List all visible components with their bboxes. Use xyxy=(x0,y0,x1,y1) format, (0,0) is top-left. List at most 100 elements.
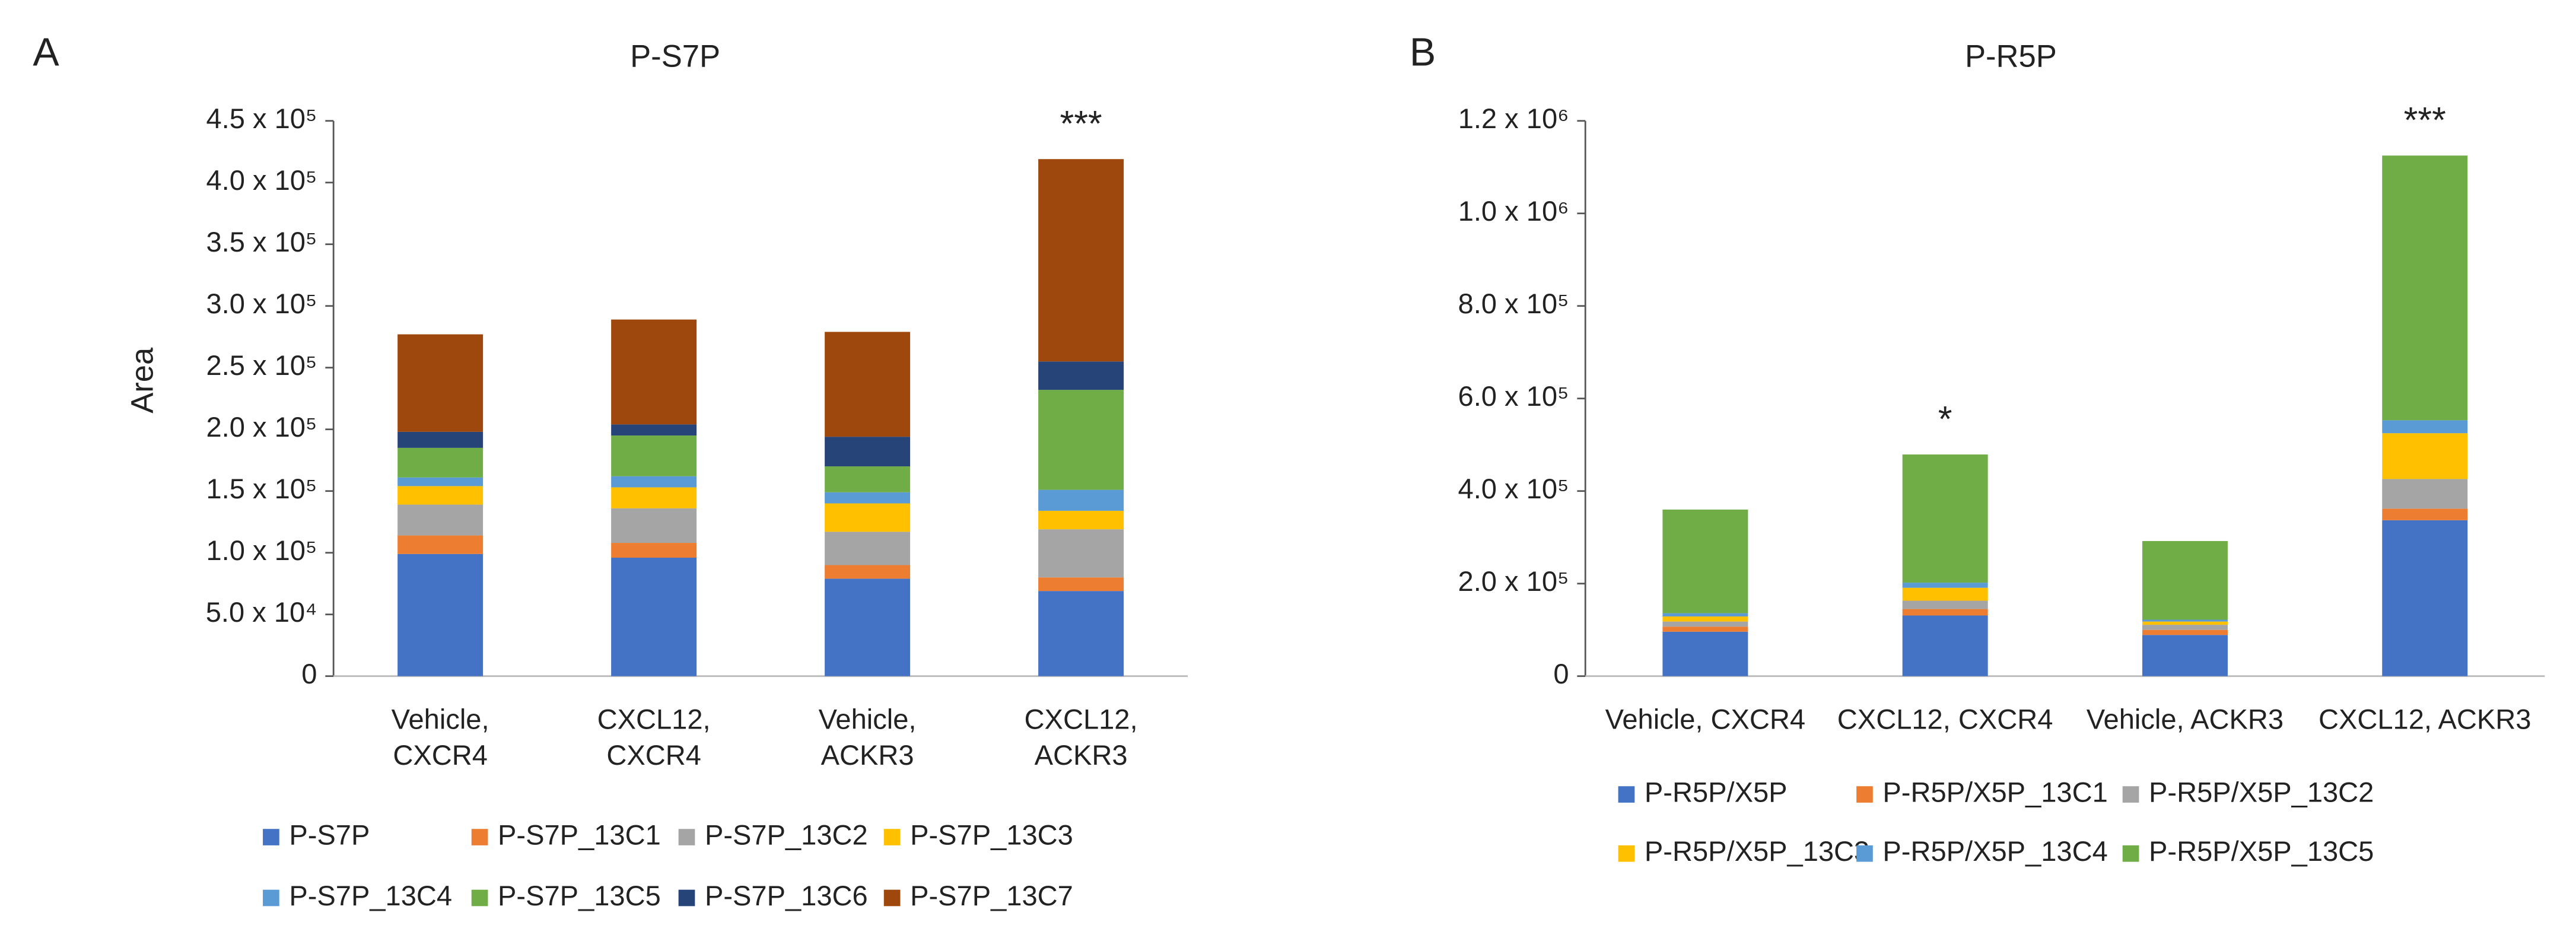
y-tick-label: 4.0 x 10⁵ xyxy=(1458,473,1569,504)
y-tick-label: 2.0 x 10⁵ xyxy=(206,411,317,443)
legend-label: P-S7P_13C7 xyxy=(910,880,1073,911)
bar-segment xyxy=(1662,613,1748,617)
legend-swatch xyxy=(1618,845,1635,862)
bar-segment xyxy=(2142,621,2228,625)
chart-title: P-R5P xyxy=(1965,39,2057,74)
bar-segment xyxy=(2382,520,2468,676)
bar-segment xyxy=(397,447,484,478)
legend-label: P-R5P/X5P_13C5 xyxy=(2149,835,2374,867)
legend-swatch xyxy=(1856,786,1873,803)
bar-segment xyxy=(1038,489,1124,511)
bar-segment xyxy=(1902,615,1988,676)
bar-segment xyxy=(1038,361,1124,390)
bar-segment xyxy=(611,487,697,508)
y-tick-label: 6.0 x 10⁵ xyxy=(1458,380,1569,412)
legend-swatch xyxy=(263,889,279,907)
bar-segment xyxy=(825,565,911,579)
bar-segment xyxy=(397,477,484,486)
legend-label: P-S7P_13C3 xyxy=(910,819,1073,850)
x-tick-label: CXCL12, CXCR4 xyxy=(597,704,711,772)
bar-segment xyxy=(611,476,697,488)
legend-swatch xyxy=(471,889,488,907)
x-tick-label-box: Vehicle, CXCR4 xyxy=(1605,704,1806,736)
bar-segment xyxy=(1038,390,1124,490)
y-tick-label: 3.5 x 10⁵ xyxy=(206,226,317,257)
y-tick-label: 0 xyxy=(1553,658,1569,689)
bar-segment xyxy=(1038,510,1124,530)
bar-segment xyxy=(1038,591,1124,676)
bar-segment xyxy=(1662,621,1748,627)
bar-segment xyxy=(1038,159,1124,362)
bar-segment xyxy=(2142,540,2228,620)
bar-segment xyxy=(1662,509,1748,613)
legend-label: P-R5P/X5P_13C1 xyxy=(1882,776,2107,807)
x-tick-label: Vehicle, CXCR4 xyxy=(1605,704,1806,736)
legend-swatch xyxy=(678,829,695,845)
bar-segment xyxy=(825,503,911,532)
legend-swatch xyxy=(1618,786,1635,803)
bar-segment xyxy=(611,543,697,558)
legend-swatch xyxy=(883,889,901,907)
bar-segment xyxy=(397,535,484,554)
panel-label: B xyxy=(1410,30,1436,74)
bar-segment xyxy=(1902,583,1988,588)
legend-label: P-R5P/X5P_13C2 xyxy=(2149,776,2374,807)
bar-segment xyxy=(2382,508,2468,520)
bar-segment xyxy=(1902,587,1988,601)
x-tick-label-box: Vehicle, CXCR4 xyxy=(391,704,489,772)
bar-segment xyxy=(1662,631,1748,676)
y-tick-label: 2.5 x 10⁵ xyxy=(206,349,317,381)
bar-segment xyxy=(1662,616,1748,622)
x-tick-label-box: CXCL12, ACKR3 xyxy=(1024,704,1138,772)
x-tick-label: Vehicle, CXCR4 xyxy=(391,704,489,772)
panel-label: A xyxy=(33,30,59,74)
bar-segment xyxy=(825,332,911,437)
bar-segment xyxy=(2382,155,2468,421)
y-tick-label: 8.0 x 10⁵ xyxy=(1458,288,1569,319)
bar-segment xyxy=(825,437,911,467)
y-tick-label: 3.0 x 10⁵ xyxy=(206,288,317,319)
bar-segment xyxy=(2382,433,2468,479)
bar-segment xyxy=(397,486,484,505)
legend-swatch xyxy=(678,889,695,907)
bar-segment xyxy=(397,554,484,676)
legend-swatch xyxy=(471,829,488,845)
bar-segment xyxy=(2142,629,2228,635)
bar-segment xyxy=(1902,609,1988,616)
legend-label: P-R5P/X5P_13C4 xyxy=(1882,835,2107,867)
legend-label: P-S7P_13C4 xyxy=(289,880,452,911)
x-tick-label: CXCL12, CXCR4 xyxy=(1837,704,2053,736)
y-tick-label: 2.0 x 10⁵ xyxy=(1458,565,1569,597)
bar-segment xyxy=(2142,625,2228,630)
bar-segment xyxy=(611,508,697,543)
y-tick-label: 1.2 x 10⁶ xyxy=(1458,103,1569,134)
bar-segment xyxy=(611,558,697,676)
legend-swatch xyxy=(2122,786,2139,803)
x-tick-label-box: Vehicle, ACKR3 xyxy=(819,704,917,772)
x-tick-label-box: CXCL12, CXCR4 xyxy=(597,704,711,772)
y-tick-label: 1.0 x 10⁶ xyxy=(1458,195,1569,227)
bar-segment xyxy=(1038,577,1124,591)
bar-segment xyxy=(397,334,484,432)
bar-segment xyxy=(2142,619,2228,622)
y-tick-label: 1.5 x 10⁵ xyxy=(206,473,317,504)
bar-segment xyxy=(2382,420,2468,434)
x-tick-label-box: Vehicle, ACKR3 xyxy=(2087,704,2284,736)
legend-label: P-S7P_13C6 xyxy=(705,880,868,911)
bar-segment xyxy=(825,532,911,565)
x-tick-label: CXCL12, ACKR3 xyxy=(1024,704,1138,772)
x-tick-label: CXCL12, ACKR3 xyxy=(2318,704,2532,736)
y-axis-title: Area xyxy=(125,347,160,414)
bar-segment xyxy=(1662,626,1748,632)
legend-label: P-S7P_13C2 xyxy=(705,819,868,850)
bar-segment xyxy=(2142,635,2228,676)
significance-label: *** xyxy=(2404,100,2446,140)
legend-label: P-S7P_13C5 xyxy=(498,880,661,911)
bar-segment xyxy=(825,578,911,676)
legend-swatch xyxy=(2122,845,2139,862)
bar-segment xyxy=(611,319,697,425)
bar-segment xyxy=(2382,479,2468,509)
bar-segment xyxy=(1902,600,1988,609)
bar-segment xyxy=(825,466,911,492)
